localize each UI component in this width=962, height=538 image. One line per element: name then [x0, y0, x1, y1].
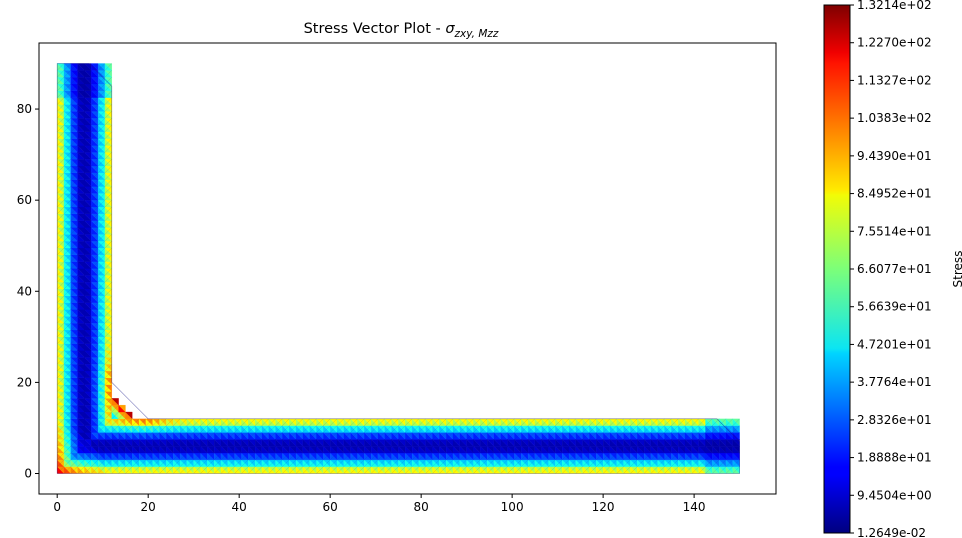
y-tick-label: 20: [17, 375, 32, 389]
plot-border: [38, 42, 777, 495]
x-tick-label: 0: [53, 500, 61, 514]
colorbar-tick-label: 4.7201e+01: [857, 337, 932, 351]
colorbar-tick-label: 1.3214e+02: [857, 0, 932, 12]
colorbar-tick-label: 3.7764e+01: [857, 375, 932, 389]
mesh-element: [104, 63, 112, 71]
colorbar-tick-label: 1.8888e+01: [857, 451, 932, 465]
y-tick-label: 80: [17, 102, 32, 116]
plot-area: [38, 42, 777, 495]
mesh-element: [118, 405, 126, 413]
x-tick-label: 120: [592, 500, 615, 514]
colorbar-tick-label: 7.5514e+01: [857, 224, 932, 238]
colorbar-tick-label: 9.4504e+00: [857, 488, 932, 502]
y-tick-label: 60: [17, 193, 32, 207]
colorbar-tick-label: 1.2649e-02: [857, 526, 926, 538]
x-tick-label: 140: [683, 500, 706, 514]
y-axis: 0 20 40 60 80: [17, 102, 39, 481]
colorbar-tick-label: 5.6639e+01: [857, 300, 932, 314]
mesh-element: [111, 398, 119, 406]
colorbar-label: Stress: [951, 251, 962, 288]
colorbar-tick-label: 1.2270e+02: [857, 36, 932, 50]
x-tick-label: 40: [232, 500, 247, 514]
y-tick-label: 40: [17, 284, 32, 298]
colorbar-tick-label: 6.6077e+01: [857, 262, 932, 276]
mesh-element: [125, 411, 133, 420]
colorbar-tick-label: 1.1327e+02: [857, 73, 932, 87]
chart-title: Stress Vector Plot - σzxy, Mzz: [304, 21, 499, 40]
colorbar-tick-label: 9.4390e+01: [857, 149, 932, 163]
colorbar-tick-label: 2.8326e+01: [857, 413, 932, 427]
colorbar-tick-label: 8.4952e+01: [857, 187, 932, 201]
colorbar: 1.2649e-02 9.4504e+00 1.8888e+01 2.8326e+01…: [823, 0, 962, 538]
y-tick-label: 0: [24, 467, 32, 481]
mesh-layer: [56, 63, 740, 474]
x-tick-label: 100: [501, 500, 524, 514]
x-tick-label: 60: [323, 500, 338, 514]
x-axis: 0 20 40 60 80 100 120 140: [53, 494, 706, 514]
x-tick-label: 20: [141, 500, 156, 514]
x-tick-label: 80: [414, 500, 429, 514]
mesh-lines: [57, 63, 740, 474]
colorbar-tick-label: 1.0383e+02: [857, 111, 932, 125]
colorbar-ticks: 1.2649e-02 9.4504e+00 1.8888e+01 2.8326e+01…: [850, 0, 932, 538]
mesh-element: [732, 418, 740, 427]
colorbar-gradient: [823, 4, 851, 534]
section-outline: [56, 63, 740, 474]
